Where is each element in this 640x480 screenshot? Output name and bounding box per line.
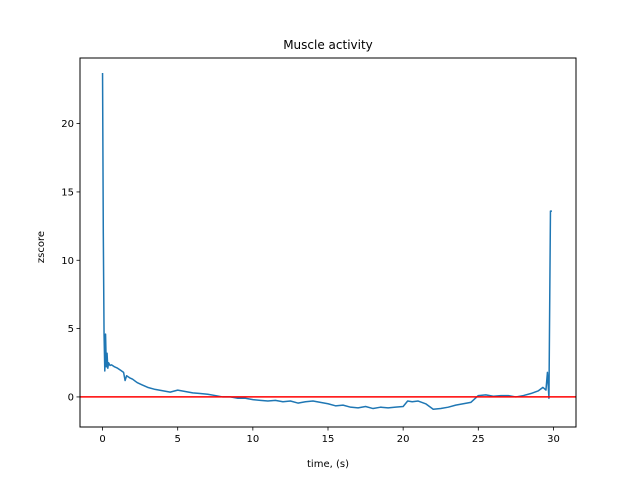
x-tick-label: 20 <box>397 434 410 445</box>
y-axis: 0 5 10 15 20 <box>61 119 80 403</box>
x-tick-label: 25 <box>472 434 485 445</box>
axes-frame <box>79 57 577 428</box>
y-tick-label: 20 <box>61 119 74 130</box>
y-tick-label: 15 <box>61 187 74 198</box>
x-tick-label: 5 <box>175 434 181 445</box>
x-tick-label: 10 <box>246 434 259 445</box>
x-axis-label: time, (s) <box>307 459 349 470</box>
x-tick-label: 15 <box>322 434 335 445</box>
y-tick-label: 0 <box>68 392 74 403</box>
y-tick-label: 5 <box>68 324 74 335</box>
x-axis: 0 5 10 15 20 25 30 <box>99 427 560 445</box>
x-tick-label: 0 <box>99 434 105 445</box>
plot-area <box>80 73 576 410</box>
series-line-0 <box>101 73 552 410</box>
x-tick-label: 30 <box>547 434 560 445</box>
chart-title: Muscle activity <box>283 38 373 52</box>
y-tick-label: 10 <box>61 256 74 267</box>
y-axis-label: zscore <box>36 231 47 263</box>
